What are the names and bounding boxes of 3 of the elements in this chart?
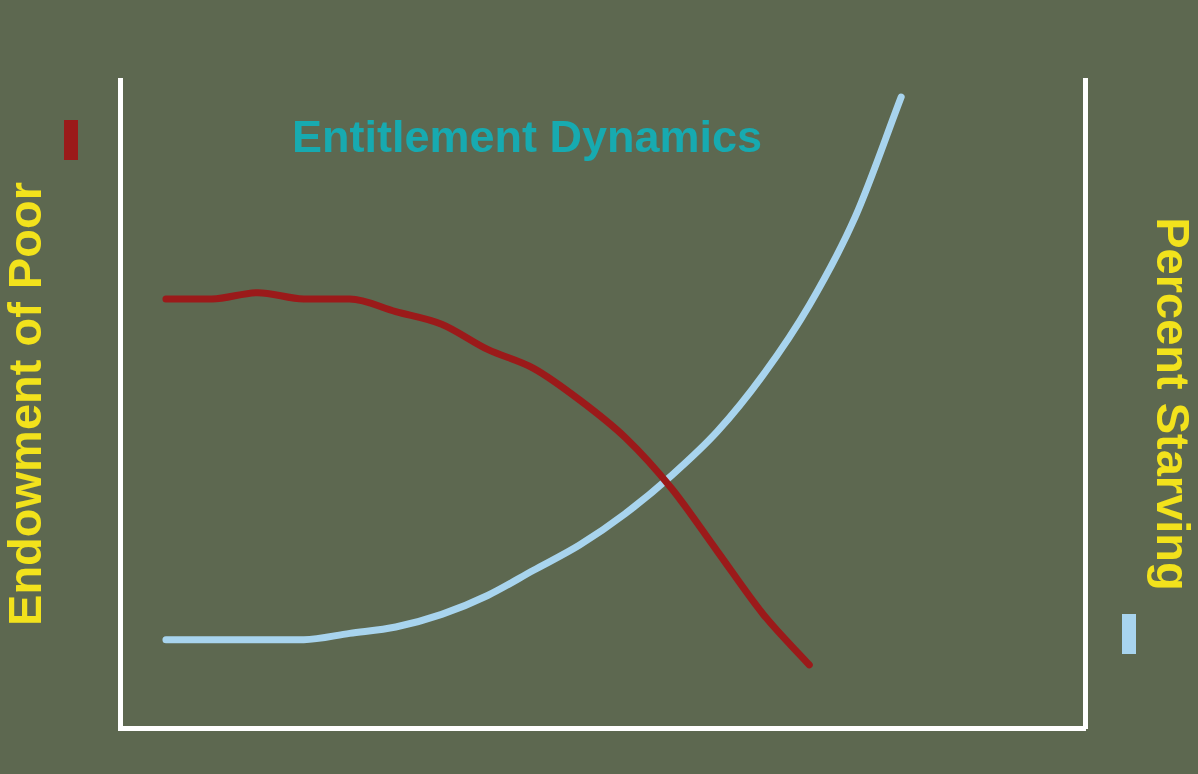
y-axis-title: Endowment of Poor: [0, 182, 52, 626]
chart-title: Entitlement Dynamics: [291, 111, 763, 163]
y2-axis-title: Percent Starving: [1146, 217, 1198, 591]
